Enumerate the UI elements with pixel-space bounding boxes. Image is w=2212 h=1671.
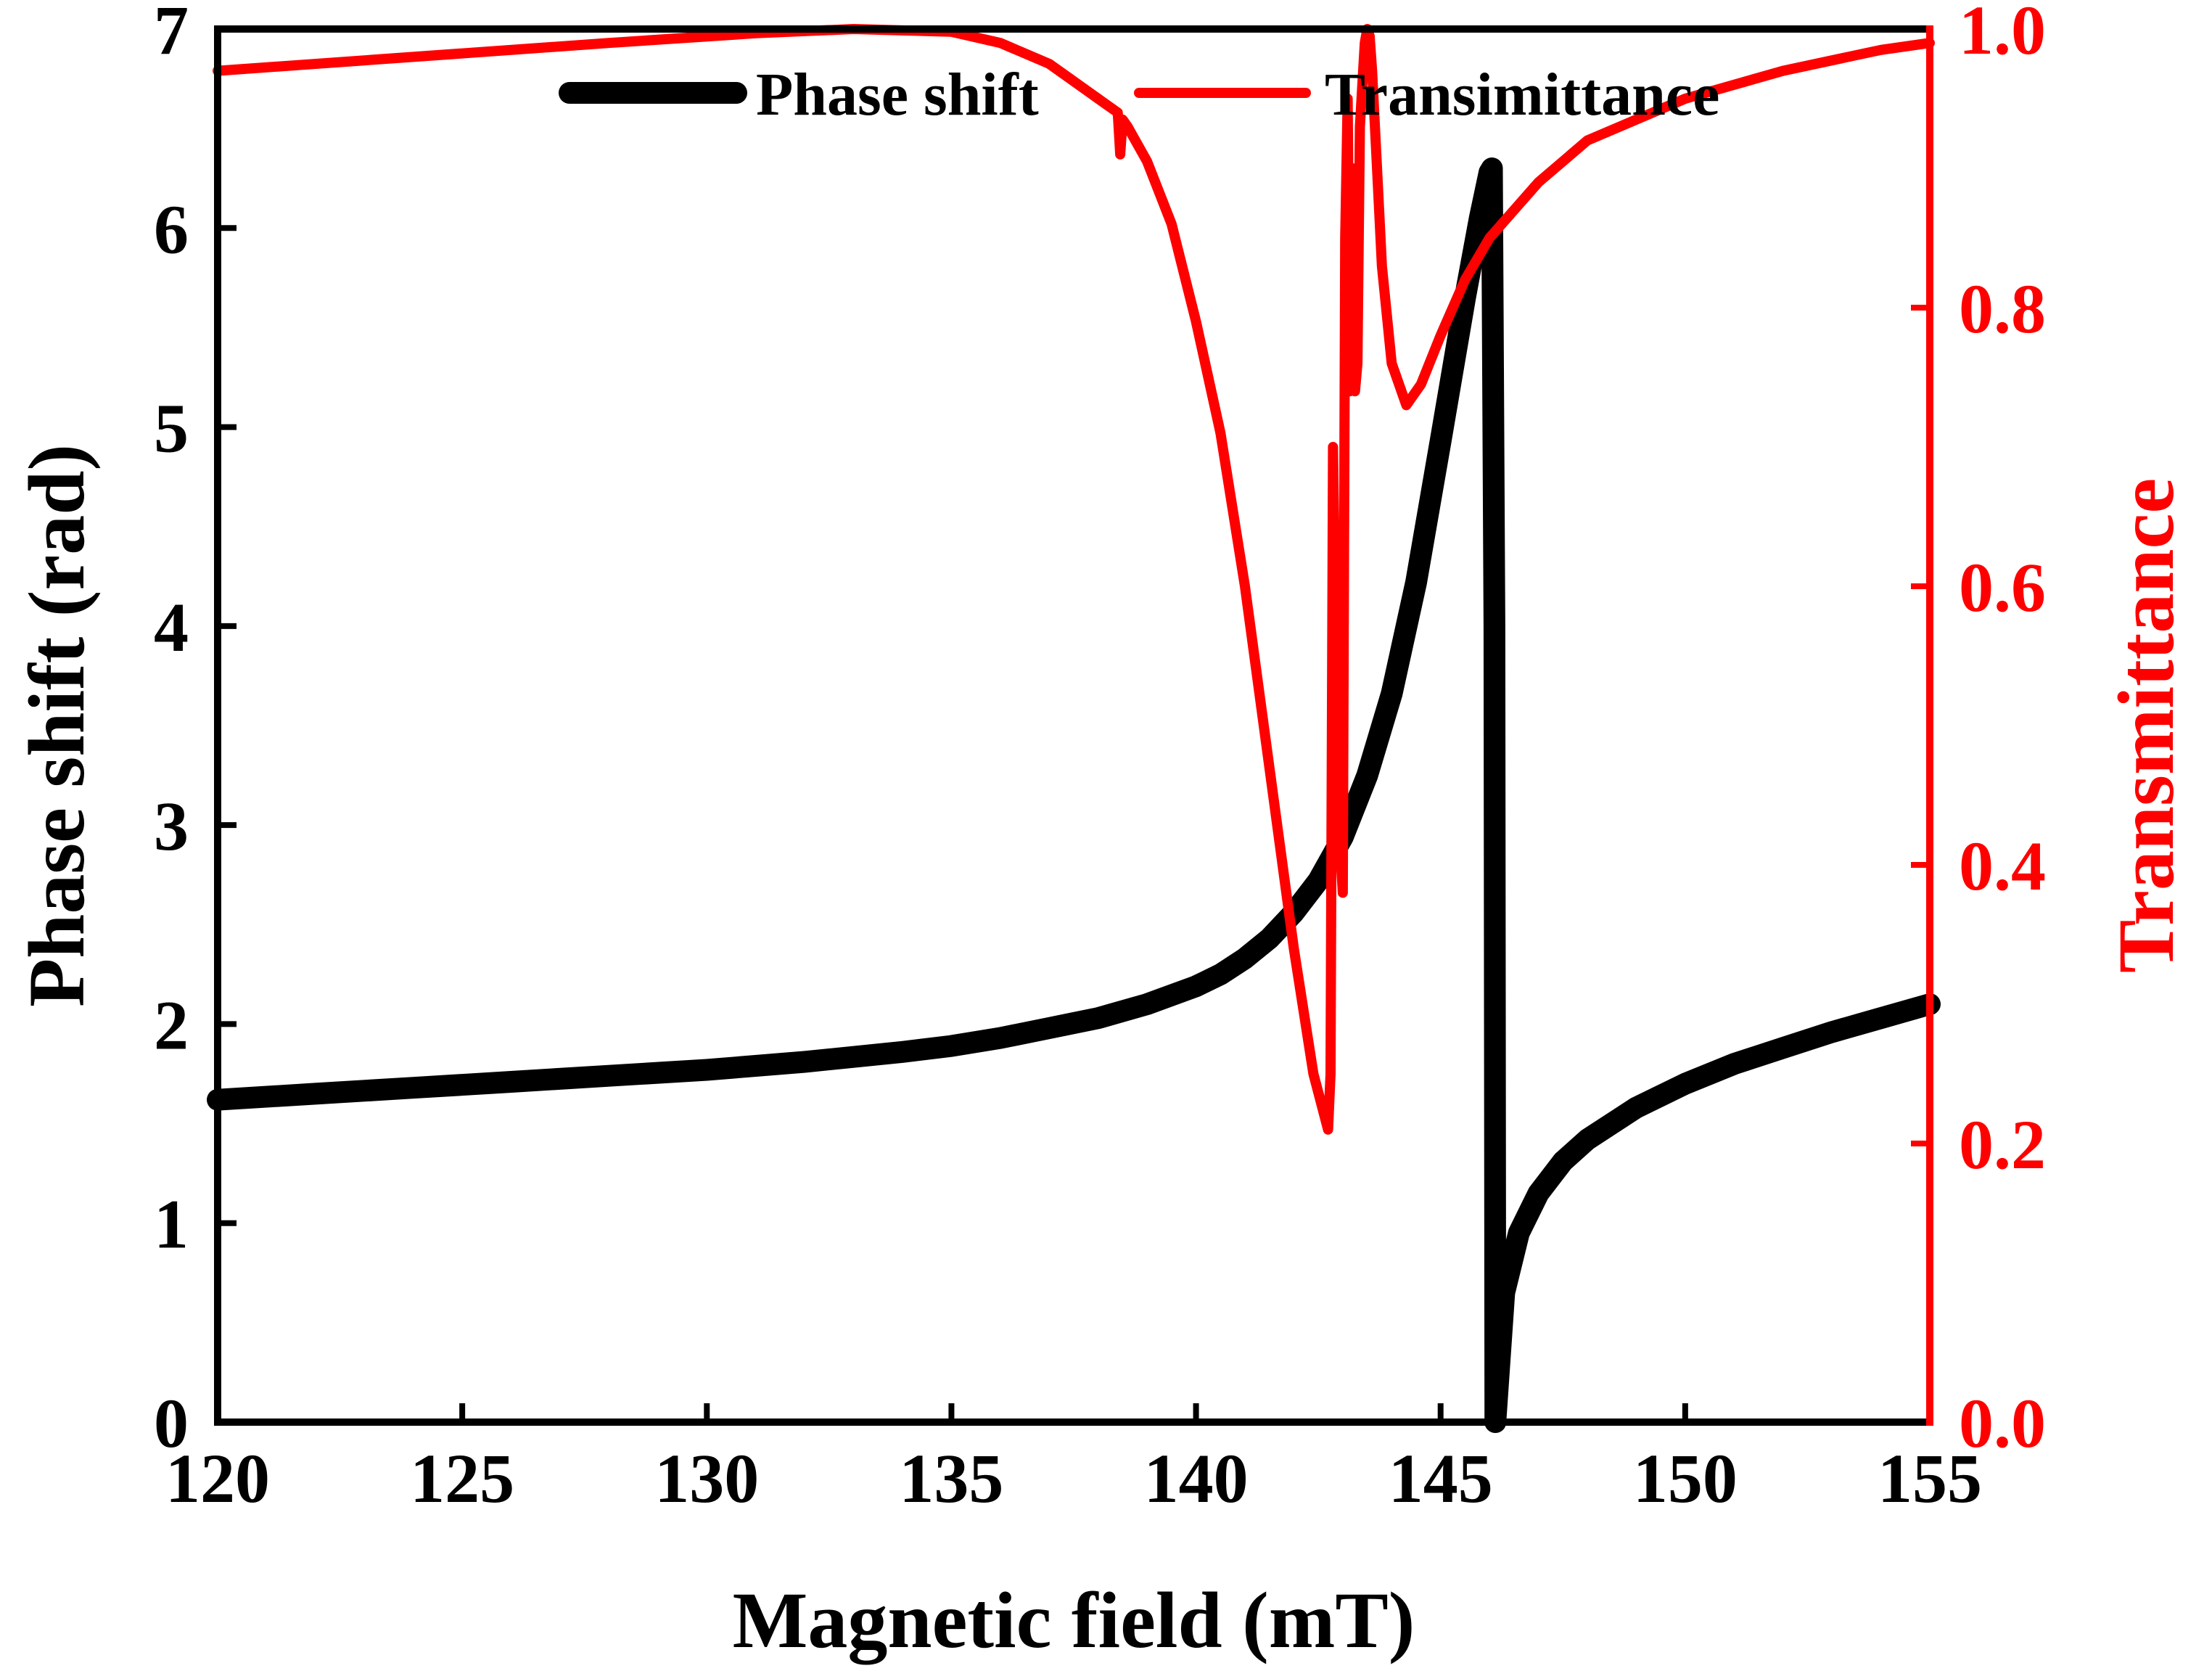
series-layer xyxy=(207,24,1941,1433)
series-line-phase-shift xyxy=(207,157,1941,1433)
left-y-tick-label: 1 xyxy=(154,1186,189,1263)
x-axis-title: Magnetic field (mT) xyxy=(733,1576,1415,1664)
left-y-tick-label: 6 xyxy=(154,190,189,268)
series-line-transmittance xyxy=(213,24,1935,1135)
left-y-tick-label: 5 xyxy=(154,390,189,467)
plot-frame xyxy=(214,25,1933,1426)
left-y-tick-label: 7 xyxy=(154,0,189,69)
left-y-tick-label: 3 xyxy=(154,787,189,865)
right-y-tick-label: 1.0 xyxy=(1959,0,2046,69)
right-y-tick-label: 0.6 xyxy=(1959,549,2046,626)
legend: Phase shift Transimittance xyxy=(559,61,1719,128)
legend-label-transmittance: Transimittance xyxy=(1325,61,1719,128)
right-y-axis-title: Transmittance xyxy=(2102,478,2190,973)
x-tick-label: 145 xyxy=(1389,1440,1493,1517)
axis-ticks: 120 125 130 135 140 145 150 155 0 1 2 3 4 5 6 7 0.0 0.2 0.… xyxy=(154,0,2046,1517)
x-tick-label: 120 xyxy=(165,1440,270,1517)
x-tick-label: 155 xyxy=(1878,1440,1982,1517)
x-tick-label: 150 xyxy=(1633,1440,1738,1517)
x-tick-label: 140 xyxy=(1144,1440,1249,1517)
right-y-tick-label: 0.4 xyxy=(1959,827,2046,905)
right-y-tick-label: 0.2 xyxy=(1959,1106,2046,1183)
right-y-tick-label: 0.8 xyxy=(1959,270,2046,348)
x-tick-label: 130 xyxy=(654,1440,759,1517)
right-y-tick-label: 0.0 xyxy=(1959,1384,2046,1462)
left-y-tick-label: 0 xyxy=(154,1384,189,1462)
left-y-tick-label: 4 xyxy=(154,588,189,666)
x-tick-label: 135 xyxy=(899,1440,1003,1517)
legend-label-phase-shift: Phase shift xyxy=(756,61,1039,128)
x-tick-label: 125 xyxy=(410,1440,514,1517)
left-y-tick-label: 2 xyxy=(154,986,189,1064)
left-y-axis-title: Phase shift (rad) xyxy=(12,444,101,1007)
